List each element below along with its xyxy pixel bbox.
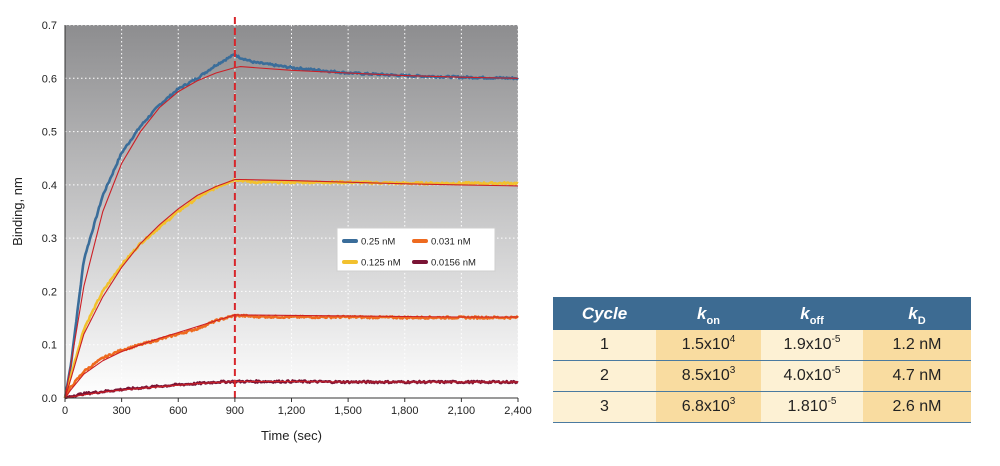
y-tick-label: 0.0: [42, 393, 57, 405]
kon-mantissa: 6.8x10: [681, 398, 730, 415]
koff-exponent: -5: [831, 334, 841, 345]
y-tick-label: 0.6: [42, 73, 57, 85]
header-koff-sub: off: [809, 314, 824, 327]
x-tick-label: 2,400: [504, 405, 532, 417]
cell-kd: 2.6 nM: [863, 391, 971, 423]
fit-line-0: [64, 66, 519, 399]
koff-mantissa: 4.0x10: [783, 367, 832, 384]
binding-chart: 0 300 600 900 1,200 1,500 1,800 2,100 2,400 0.0 0.…: [10, 17, 532, 443]
koff-exponent: -5: [831, 365, 841, 376]
y-tick-label: 0.1: [42, 340, 57, 352]
cell-koff: 4.0x10-5: [761, 360, 863, 392]
cell-kd: 1.2 nM: [863, 330, 971, 361]
cell-cycle: 2: [553, 360, 656, 392]
cell-kon: 8.5x103: [656, 360, 761, 392]
legend-label-0: 0.25 nM: [361, 237, 395, 248]
x-tick-label: 0: [62, 405, 68, 417]
kinetics-table: Cycle kon koff kD 1 1.5x104 1.9x10-5 1.2…: [553, 297, 971, 423]
cell-kon: 6.8x103: [656, 391, 761, 423]
header-kon: kon: [656, 297, 761, 330]
y-tick-label: 0.3: [42, 233, 57, 245]
fit-line-1: [64, 178, 519, 399]
table-row: 2 8.5x103 4.0x10-5 4.7 nM: [553, 360, 971, 392]
series-line-0: [63, 53, 519, 399]
legend-label-3: 0.0156 nM: [431, 258, 476, 269]
header-cycle: Cycle: [553, 297, 656, 330]
y-tick-label: 0.5: [42, 127, 57, 139]
y-tick-label: 0.7: [42, 20, 57, 32]
kon-mantissa: 8.5x10: [681, 367, 730, 384]
header-kon-sub: on: [706, 314, 720, 327]
x-tick-label: 1,200: [278, 405, 306, 417]
header-kd: kD: [863, 297, 971, 330]
kon-exponent: 4: [729, 334, 736, 345]
x-tick-label: 900: [226, 405, 244, 417]
legend-label-1: 0.125 nM: [361, 258, 401, 269]
x-tick-label: 600: [169, 405, 187, 417]
cell-koff: 1.810-5: [761, 391, 863, 423]
fit-line-2: [64, 314, 518, 399]
table-header-row: Cycle kon koff kD: [553, 297, 971, 330]
header-koff: koff: [761, 297, 863, 330]
header-kd-sub: D: [917, 314, 926, 327]
tick-labels: 0 300 600 900 1,200 1,500 1,800 2,100 2,400 0.0 0.…: [42, 20, 532, 417]
kon-exponent: 3: [729, 396, 736, 407]
header-kd-main: k: [908, 303, 918, 323]
y-tick-label: 0.4: [42, 180, 57, 192]
x-tick-label: 2,100: [448, 405, 476, 417]
x-axis-title: Time (sec): [261, 428, 322, 443]
cell-kon: 1.5x104: [656, 330, 761, 361]
cell-cycle: 1: [553, 330, 656, 361]
cell-kd: 4.7 nM: [863, 360, 971, 392]
x-tick-label: 1,500: [334, 405, 362, 417]
koff-mantissa: 1.810: [787, 398, 828, 415]
legend: 0.25 nM 0.125 nM 0.031 nM 0.0156 nM: [336, 227, 496, 272]
x-tick-label: 300: [112, 405, 130, 417]
plot-area: [65, 25, 518, 398]
table-row: 1 1.5x104 1.9x10-5 1.2 nM: [553, 330, 971, 361]
kon-exponent: 3: [729, 365, 736, 376]
koff-exponent: -5: [827, 396, 837, 407]
table-row: 3 6.8x103 1.810-5 2.6 nM: [553, 391, 971, 423]
kon-mantissa: 1.5x10: [681, 336, 730, 353]
x-tick-label: 1,800: [391, 405, 419, 417]
y-tick-label: 0.2: [42, 286, 57, 298]
cell-koff: 1.9x10-5: [761, 330, 863, 361]
fit-line-3: [64, 380, 518, 399]
legend-label-2: 0.031 nM: [431, 237, 471, 248]
fit-lines: [64, 66, 519, 399]
header-kon-main: k: [697, 303, 707, 323]
cell-cycle: 3: [553, 391, 656, 423]
header-koff-main: k: [800, 303, 810, 323]
koff-mantissa: 1.9x10: [783, 336, 832, 353]
y-axis-title: Binding, nm: [10, 177, 25, 246]
